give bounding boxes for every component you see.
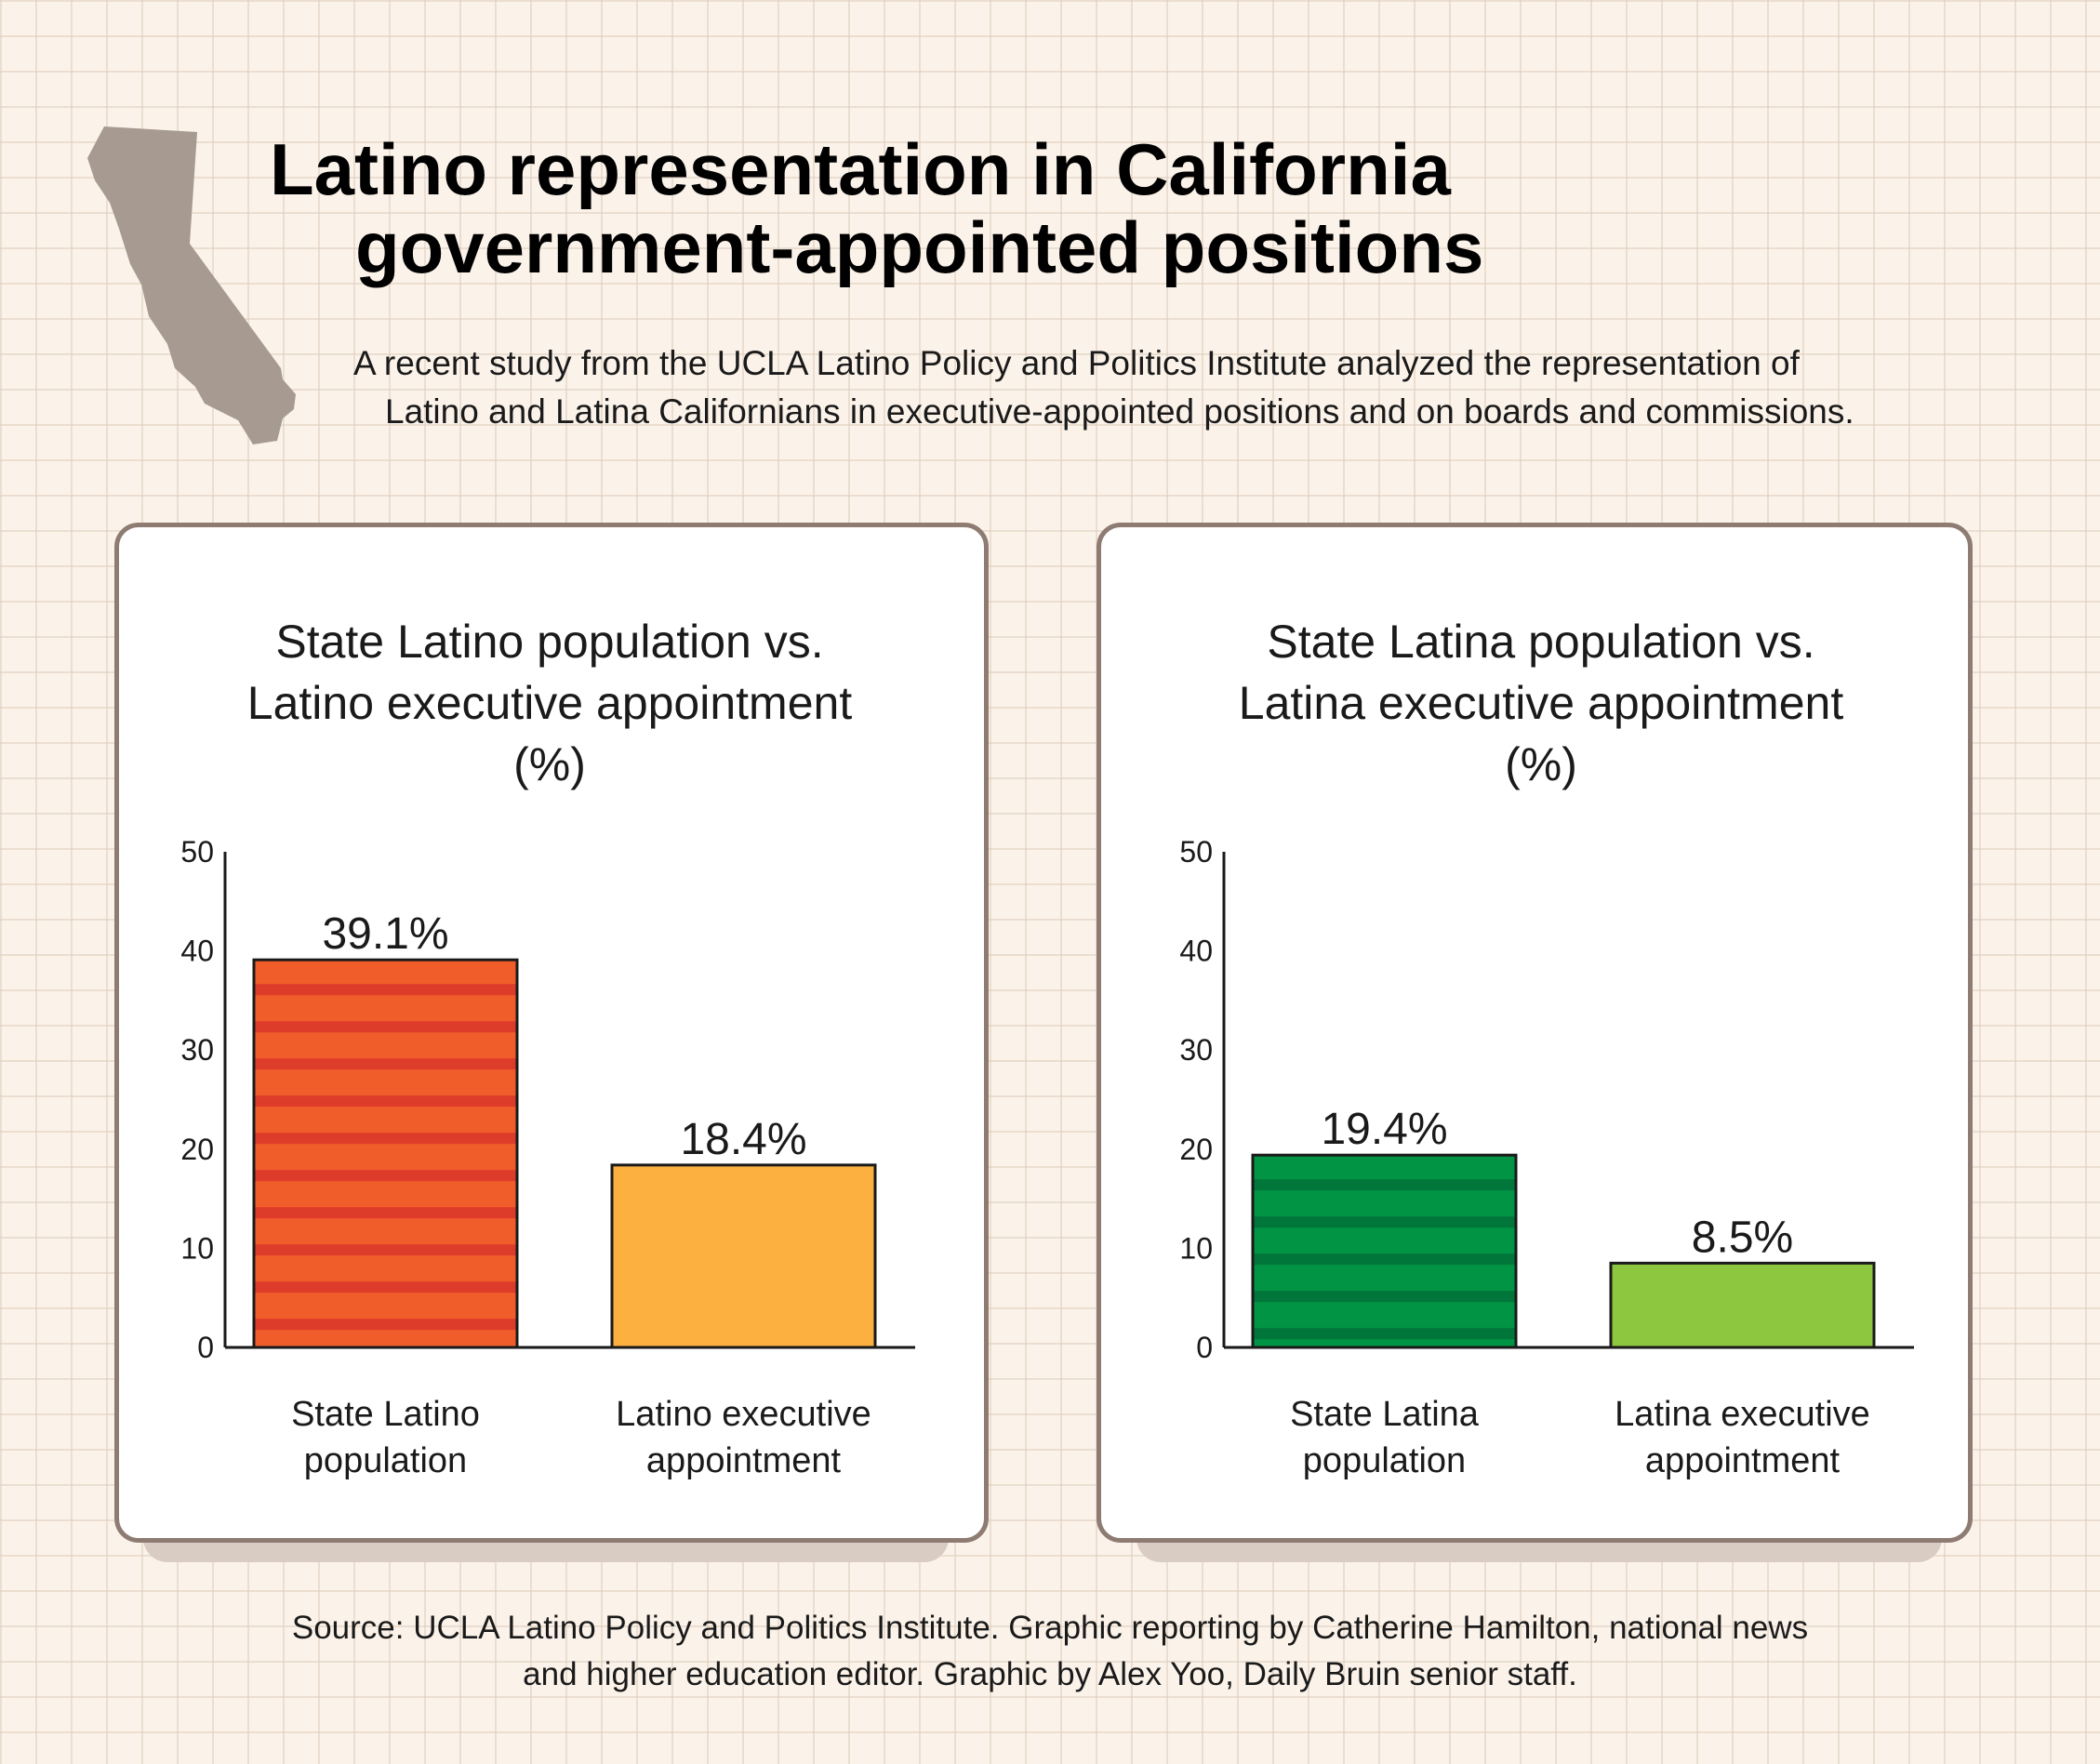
bar-stripe [254,1319,517,1331]
chart-card-latina: State Latina population vs. Latina execut… [1097,523,1973,1543]
category-label: appointment [1645,1441,1841,1480]
bar-stripe [254,1170,517,1182]
subtitle-line-2: Latino and Latina Californians in execut… [385,392,1854,431]
bar-stripe [254,1133,517,1145]
y-tick-label: 30 [1179,1033,1213,1067]
california-shape [87,126,296,444]
bar [612,1164,875,1347]
y-tick-label: 20 [1179,1133,1213,1166]
y-tick-label: 10 [180,1231,214,1265]
bar-stripe [1253,1328,1516,1340]
chart-title-line: (%) [513,738,586,790]
bar-stripe [254,1281,517,1293]
data-label: 39.1% [322,909,448,959]
bar-stripe [1253,1179,1516,1191]
title-line-1: Latino representation in California [270,128,1451,210]
bar-stripe [254,984,517,996]
source-note: Source: UCLA Latino Policy and Politics … [0,1605,2100,1698]
bar-group [610,1163,877,1349]
chart-title-line: Latino executive appointment [247,677,853,729]
y-tick-label: 30 [180,1033,214,1067]
y-tick-label: 20 [180,1133,214,1166]
bar-stripe [254,1244,517,1256]
category-label: State Latino [291,1395,480,1434]
subtitle-line-1: A recent study from the UCLA Latino Poli… [353,344,1800,382]
source-line-1: Source: UCLA Latino Policy and Politics … [291,1610,1809,1646]
y-tick-label: 0 [197,1331,214,1364]
y-tick-label: 50 [180,835,214,869]
chart-title-line: Latina executive appointment [1239,677,1844,729]
category-label: population [1303,1441,1466,1480]
bar-stripe [1253,1253,1516,1266]
california-map-icon [87,126,296,444]
category-label: population [304,1441,467,1480]
bar-stripe [254,1207,517,1219]
latina-bar-chart: State Latina population vs. Latina execut… [1179,616,1914,1480]
y-tick-label: 10 [1179,1231,1213,1265]
bar-group [252,958,519,1349]
bar-stripe [1253,1216,1516,1228]
bar-stripe [254,1058,517,1070]
category-label: Latina executive [1615,1395,1870,1434]
category-label: Latino executive [616,1395,871,1434]
data-label: 8.5% [1692,1213,1793,1262]
source-line-2: and higher education editor. Graphic by … [523,1656,1577,1692]
y-tick-label: 40 [1179,935,1213,968]
bar-stripe [254,1095,517,1107]
chart-title-line: (%) [1505,738,1577,790]
category-label: State Latina [1290,1395,1480,1434]
bar-group [1251,1153,1518,1349]
chart-title-line: State Latino population vs. [275,616,823,668]
title-line-2: government-appointed positions [355,206,1484,288]
bar [1611,1263,1874,1347]
bar-group [1609,1261,1876,1349]
bar-stripe [254,1021,517,1033]
y-tick-label: 40 [180,935,214,968]
chart-title-line: State Latina population vs. [1267,616,1814,668]
category-label: appointment [646,1441,842,1480]
y-tick-label: 50 [1179,835,1213,869]
bar-stripe [1253,1291,1516,1303]
y-tick-label: 0 [1196,1331,1213,1364]
latino-bar-chart: State Latino population vs. Latino execut… [180,616,915,1480]
data-label: 18.4% [680,1115,806,1164]
chart-card-latino: State Latino population vs. Latino execut… [114,523,989,1543]
data-label: 19.4% [1321,1105,1447,1154]
